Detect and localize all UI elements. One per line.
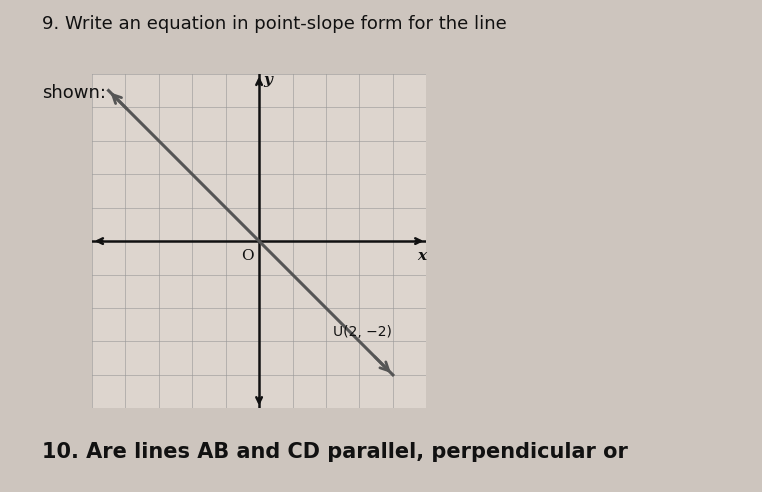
Text: y: y bbox=[263, 73, 272, 88]
Text: shown:: shown: bbox=[42, 84, 106, 102]
Text: U(2, −2): U(2, −2) bbox=[333, 325, 392, 338]
Text: x: x bbox=[417, 249, 426, 263]
Text: O: O bbox=[241, 249, 254, 263]
Text: 10. Are lines AB and CD parallel, perpendicular or: 10. Are lines AB and CD parallel, perpen… bbox=[42, 442, 628, 462]
Text: 9. Write an equation in point-slope form for the line: 9. Write an equation in point-slope form… bbox=[42, 15, 507, 33]
